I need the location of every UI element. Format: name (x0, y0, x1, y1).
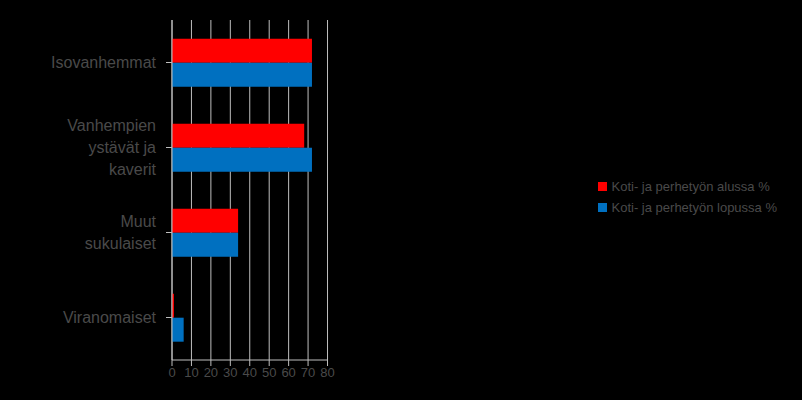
svg-text:10: 10 (184, 365, 198, 380)
svg-text:Muutsukulaiset: Muutsukulaiset (85, 213, 157, 252)
svg-text:50: 50 (262, 365, 276, 380)
svg-text:70: 70 (301, 365, 315, 380)
svg-text:Vanhempienystävät jakaverit: Vanhempienystävät jakaverit (67, 117, 156, 178)
svg-text:30: 30 (223, 365, 237, 380)
svg-text:60: 60 (281, 365, 295, 380)
html-text:Koti- ja perhetyön alussa %: Koti- ja perhetyön alussa % (611, 179, 770, 194)
svg-text:Viranomaiset: Viranomaiset (63, 309, 157, 326)
svg-text:80: 80 (320, 365, 334, 380)
svg-text:40: 40 (243, 365, 257, 380)
svg-text:0: 0 (168, 365, 175, 380)
svg-text:20: 20 (204, 365, 218, 380)
svg-text:Isovanhemmat: Isovanhemmat (51, 54, 156, 71)
html-text:Koti- ja perhetyön lopussa %: Koti- ja perhetyön lopussa % (611, 200, 777, 215)
